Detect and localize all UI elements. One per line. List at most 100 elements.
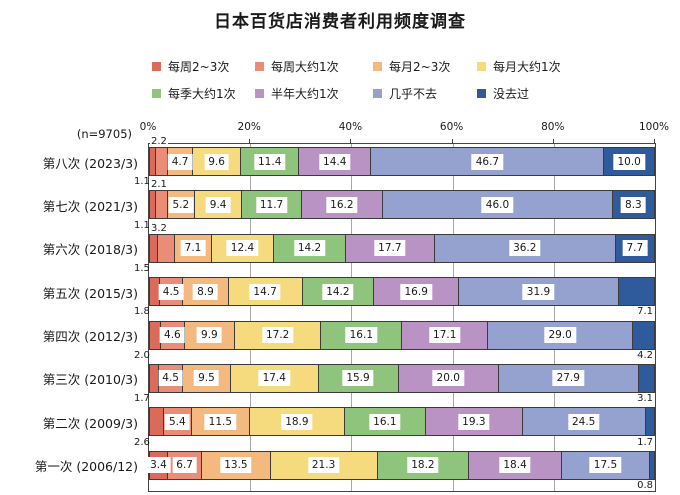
stacked-bar: 4.7 9.6 11.4 14.4 46.7 10.0 [149,147,655,176]
value-label-above: 2.2 [150,136,168,147]
bar-segment: 5.4 [163,408,192,436]
stacked-bar: 5.2 9.4 11.7 16.2 46.0 8.3 [149,190,655,220]
legend-item: 每月大约1次 [477,58,561,75]
value-label-below-left: 1.8 [134,306,150,318]
legend: 每周2~3次 每周大约1次 每月2~3次 每月大约1次 每季大约1次 半年大约1次 几乎不去… [152,58,561,102]
value-label-below-right: 7.1 [636,306,654,318]
value-label: 16.9 [400,283,432,300]
legend-label: 每季大约1次 [168,87,236,101]
bar-segment: 11.7 [242,191,302,219]
bar-segment: 7.7 [615,234,654,262]
category-label: 第二次 (2009/3) [42,415,138,431]
legend-item: 没去过 [477,85,561,102]
y-axis-labels: 第八次 (2023/3) 第七次 (2021/3) 第六次 (2018/3) 第五次 … [0,143,141,490]
stacked-bar: 3.4 6.7 13.5 21.3 18.2 18.4 17.5 [146,450,655,480]
value-label-above: 3.2 [150,222,168,234]
bar-segment [150,408,164,436]
value-label-below-left: 1.1 [134,219,150,231]
value-label: 17.2 [261,327,294,343]
bar-segment: 36.2 [434,234,616,262]
bar-segment: 10.0 [604,148,654,175]
bar-segment: 9.5 [182,364,232,392]
bar-segment: 27.9 [498,364,639,392]
value-label: 8.9 [193,283,218,300]
bar-segment: 18.4 [469,451,562,479]
bar-segment: 14.4 [298,148,372,175]
axis-tick-mark [552,139,554,144]
bar-segment: 4.5 [158,364,183,392]
value-label: 7.7 [622,240,648,257]
bar-segment: 18.9 [249,408,345,436]
bar-row: 7.1 12.4 14.2 17.7 36.2 7.7 1.5 3.2 [134,223,655,274]
value-label: 46.0 [481,196,514,213]
gridline [351,144,353,491]
value-label: 7.1 [180,240,206,257]
stacked-bar: 4.6 9.9 17.2 16.1 17.1 29.0 [149,320,655,350]
bar-segment [638,364,654,392]
bar-segment: 16.1 [321,321,403,349]
value-label: 14.7 [249,283,281,300]
legend-swatch-icon [373,89,382,98]
gridline [553,144,555,491]
value-label: 4.5 [158,283,184,300]
legend-swatch-icon [255,62,264,71]
value-label-above: 2.1 [150,179,168,191]
legend-swatch-icon [152,62,161,71]
bar-segment: 9.6 [192,148,242,175]
bar-segment: 21.3 [270,451,378,479]
bar-segment: 18.2 [377,451,470,479]
category-label: 第四次 (2012/3) [42,329,138,344]
value-label: 19.3 [458,413,490,430]
value-label: 46.7 [471,153,504,170]
bar-segment [150,148,157,175]
category-label: 第六次 (2018/3) [42,242,138,258]
bar-segment: 24.5 [522,408,646,436]
legend-label: 几乎不去 [389,87,438,101]
value-label: 3.4 [146,457,171,474]
value-label: 14.4 [319,153,351,170]
axis-tick-mark [249,139,251,144]
bar-segment: 19.3 [425,408,523,436]
x-axis-tick-label: 60% [439,121,464,133]
value-label: 9.9 [197,327,222,343]
bar-segment: 17.1 [402,321,489,349]
legend-swatch-icon [477,89,486,98]
value-label: 12.4 [226,240,259,257]
value-label: 27.9 [552,370,584,387]
value-label: 18.4 [499,457,531,474]
x-axis-tick-label: 20% [237,121,261,133]
bar-segment: 7.1 [175,234,212,262]
bar-segment: 20.0 [398,364,499,392]
bar-segment: 17.4 [231,364,319,392]
legend-item: 每周大约1次 [255,58,373,75]
category-label: 第三次 (2010/3) [42,372,138,388]
legend-item: 每月2~3次 [373,58,477,75]
value-label-below-left: 2.6 [134,436,150,448]
bar-segment: 5.2 [167,191,195,219]
bar-row: 5.2 9.4 11.7 16.2 46.0 8.3 1.1 2.1 [134,180,655,231]
bar-segment [618,278,655,306]
bar-segment: 11.5 [191,408,250,436]
legend-label: 每周2~3次 [168,60,230,74]
category-label: 第八次 (2023/3) [42,155,138,171]
value-label: 9.4 [205,196,231,213]
value-label: 24.5 [567,413,600,430]
axis-tick-mark [451,139,453,144]
bar-segment [150,191,157,219]
bar-segment: 16.1 [344,408,426,436]
sample-size-label: (n=9705) [76,127,132,141]
x-axis-tick-label: 100% [638,121,670,133]
value-label: 14.2 [293,240,326,257]
x-axis-tick-label: 40% [338,121,363,133]
bar-segment: 46.7 [371,148,605,175]
bar-segment: 4.7 [167,148,193,175]
legend-item: 每周2~3次 [152,58,255,75]
bar-segment: 14.2 [302,278,375,306]
x-axis-tick-label: 0% [139,121,157,133]
value-label: 16.1 [345,327,378,343]
plot-area: 4.7 9.6 11.4 14.4 46.7 10.0 1.1 2.2 5.2 9.4 11.7 16… [134,137,656,492]
bar-segment: 16.9 [374,278,460,306]
value-label: 14.2 [322,283,354,300]
bar-row: 5.4 11.5 18.9 16.1 19.3 24.5 2.6 1.7 [134,404,655,448]
bar-segment [633,321,655,349]
